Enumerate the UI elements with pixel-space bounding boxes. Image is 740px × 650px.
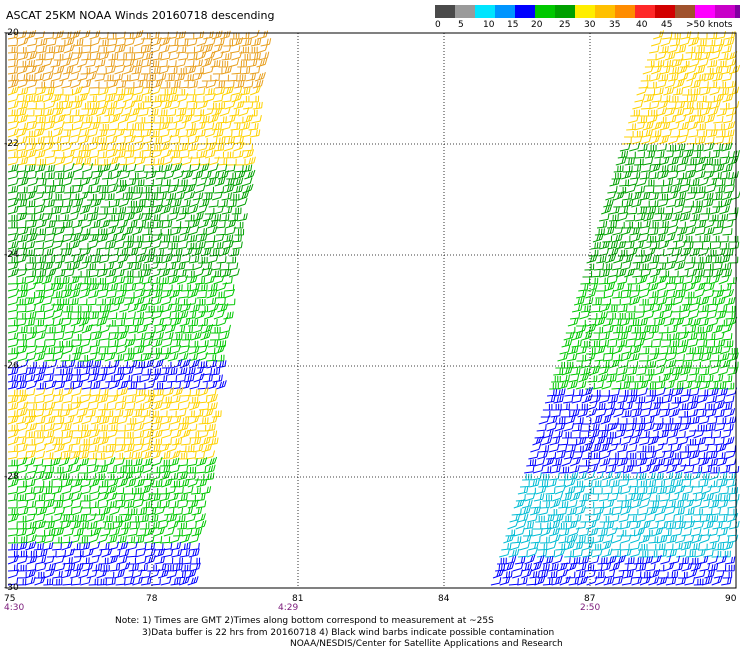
colorbar-swatch <box>455 5 475 18</box>
time-label-west: 4:30 <box>4 603 25 613</box>
latitude-label: -28 <box>4 472 19 482</box>
colorbar-swatch <box>475 5 495 18</box>
latitude-label: -26 <box>4 361 19 371</box>
colorbar-swatch <box>495 5 515 18</box>
map-title: ASCAT 25KM NOAA Winds 20160718 descendin… <box>6 9 275 22</box>
longitude-label: 78 <box>146 594 158 604</box>
colorbar-label: 40 <box>636 20 648 30</box>
map-grid <box>5 32 737 589</box>
latitude-label: -20 <box>4 28 19 38</box>
longitude-label: 87 <box>584 594 596 604</box>
time-label-middle: 4:29 <box>278 603 299 613</box>
latitude-label: -30 <box>4 583 19 593</box>
colorbar-swatch <box>435 5 455 18</box>
longitude-label: 84 <box>438 594 450 604</box>
longitude-label: 75 <box>4 594 16 604</box>
note-line-3: NOAA/NESDIS/Center for Satellite Applica… <box>290 639 563 649</box>
note-line-1: Note: 1) Times are GMT 2)Times along bot… <box>115 616 494 626</box>
colorbar-swatch <box>535 5 555 18</box>
colorbar-label: 20 <box>531 20 543 30</box>
colorbar-swatch <box>715 5 735 18</box>
colorbar-swatch <box>635 5 655 18</box>
wind-barbs <box>7 29 740 586</box>
latitude-label: -22 <box>4 139 19 149</box>
longitude-label: 90 <box>725 594 737 604</box>
colorbar-swatch <box>555 5 575 18</box>
colorbar-label: 10 <box>483 20 495 30</box>
time-label-east: 2:50 <box>580 603 601 613</box>
colorbar-label: 30 <box>584 20 596 30</box>
wind-speed-colorbar <box>435 5 740 18</box>
map-border <box>5 32 737 589</box>
colorbar-swatch <box>695 5 715 18</box>
colorbar-swatch <box>595 5 615 18</box>
colorbar-label: 25 <box>559 20 571 30</box>
colorbar-swatch <box>615 5 635 18</box>
colorbar-label: 45 <box>661 20 673 30</box>
colorbar-label: 35 <box>609 20 621 30</box>
colorbar-swatch <box>575 5 595 18</box>
colorbar-label: >50 knots <box>686 20 733 30</box>
latitude-label: -24 <box>4 250 19 260</box>
note-line-2: 3)Data buffer is 22 hrs from 20160718 4)… <box>142 628 555 638</box>
colorbar-swatch <box>515 5 535 18</box>
colorbar-swatch <box>675 5 695 18</box>
colorbar-label: 15 <box>507 20 519 30</box>
longitude-label: 81 <box>292 594 304 604</box>
colorbar-swatch <box>655 5 675 18</box>
colorbar-swatch <box>735 5 740 18</box>
colorbar-label: 0 <box>435 20 441 30</box>
colorbar-label: 5 <box>458 20 464 30</box>
